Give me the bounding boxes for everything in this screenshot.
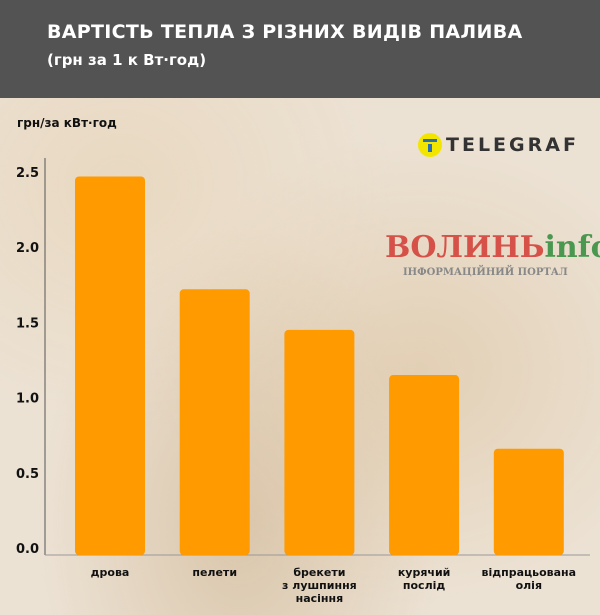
chart-title: ВАРТІСТЬ ТЕПЛА З РІЗНИХ ВИДІВ ПАЛИВА xyxy=(47,21,523,43)
x-tick-label: насіння xyxy=(296,592,344,605)
y-tick-label: 1.0 xyxy=(16,392,39,407)
chart-subtitle: (грн за 1 к Вт·год) xyxy=(47,51,207,69)
logo-text: TELEGRAF xyxy=(446,134,579,156)
x-tick-label: послід xyxy=(403,579,446,592)
x-tick-label: з лушпиння xyxy=(282,579,357,592)
y-tick-label: 2.5 xyxy=(16,166,39,181)
x-tick-label: брекети xyxy=(293,566,345,579)
bar-2 xyxy=(284,329,355,555)
bar-1 xyxy=(179,289,250,555)
volyn-info-watermark: ВОЛИНЬinfo ІНФОРМАЦІЙНИЙ ПОРТАЛ xyxy=(385,230,600,280)
watermark-tagline: ІНФОРМАЦІЙНИЙ ПОРТАЛ xyxy=(403,267,568,278)
watermark-suffix: info xyxy=(544,230,600,265)
x-tick-label: дрова xyxy=(91,566,130,579)
x-tick-label: олія xyxy=(516,579,542,592)
y-tick-label: 2.0 xyxy=(16,241,39,256)
y-axis-label: грн/за кВт·год xyxy=(17,116,117,130)
header-banner: ВАРТІСТЬ ТЕПЛА З РІЗНИХ ВИДІВ ПАЛИВА (гр… xyxy=(0,0,600,98)
y-tick-label: 0.0 xyxy=(16,542,39,557)
telegraf-logo-icon xyxy=(418,133,442,157)
x-tick-label: пелети xyxy=(192,566,237,579)
bar-4 xyxy=(493,448,564,555)
watermark-name: ВОЛИНЬ xyxy=(385,230,545,265)
telegraf-logo: TELEGRAF xyxy=(418,133,579,157)
x-tick-label: курячий xyxy=(398,566,451,579)
y-tick-label: 1.5 xyxy=(16,316,39,331)
bar-0 xyxy=(75,176,145,555)
y-tick-label: 0.5 xyxy=(16,467,39,482)
x-tick-label: відпрацьована xyxy=(482,566,577,579)
bar-3 xyxy=(389,375,460,555)
